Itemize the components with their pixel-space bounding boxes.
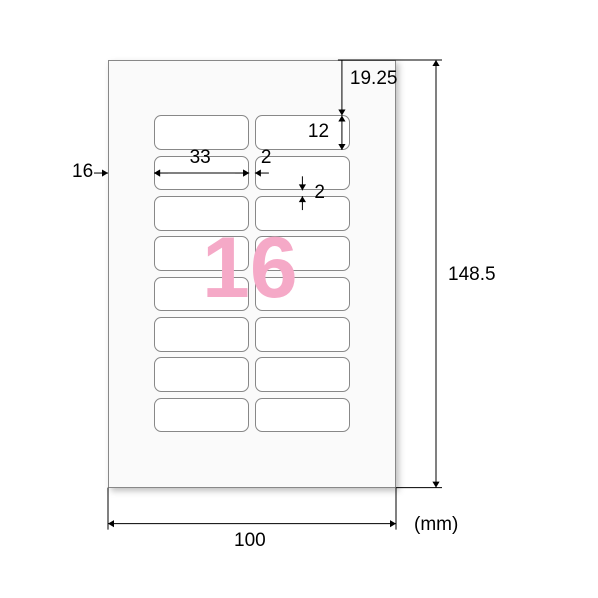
label-cell <box>154 115 249 150</box>
dim-top-margin: 19.25 <box>350 68 398 90</box>
dim-unit: (mm) <box>414 514 458 536</box>
dim-col-gap: 2 <box>261 147 272 169</box>
dim-sheet-w: 100 <box>234 530 266 552</box>
label-cell <box>154 398 249 433</box>
sheet <box>108 60 396 488</box>
label-cell <box>255 115 350 150</box>
label-cell <box>255 196 350 231</box>
label-cell <box>154 317 249 352</box>
label-cell <box>255 277 350 312</box>
dim-left-margin: 16 <box>72 161 93 183</box>
label-cell <box>154 196 249 231</box>
label-cell <box>154 277 249 312</box>
dim-label-w: 33 <box>190 147 211 169</box>
dim-row-gap: 2 <box>314 182 325 204</box>
label-cell <box>154 357 249 392</box>
dim-label-h: 12 <box>308 121 329 143</box>
dim-sheet-h: 148.5 <box>448 264 496 286</box>
label-cell <box>255 398 350 433</box>
label-cell <box>255 357 350 392</box>
label-cell <box>154 236 249 271</box>
label-cell <box>255 236 350 271</box>
label-cell <box>255 317 350 352</box>
